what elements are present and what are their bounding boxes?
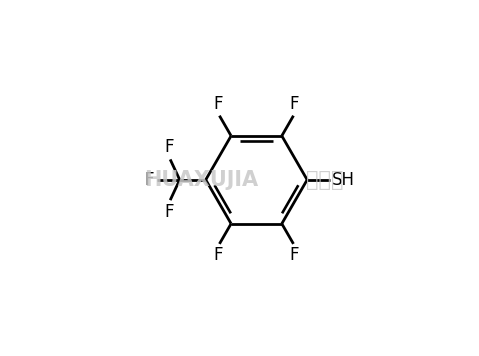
Text: F: F <box>164 203 173 221</box>
Text: F: F <box>214 246 223 264</box>
Text: 化学加: 化学加 <box>306 170 343 190</box>
Text: HUAXUJIA: HUAXUJIA <box>144 170 258 190</box>
Text: F: F <box>214 95 223 114</box>
Text: F: F <box>290 246 299 264</box>
Text: F: F <box>164 138 173 156</box>
Text: SH: SH <box>332 171 355 189</box>
Text: F: F <box>144 171 154 189</box>
Text: F: F <box>290 95 299 114</box>
